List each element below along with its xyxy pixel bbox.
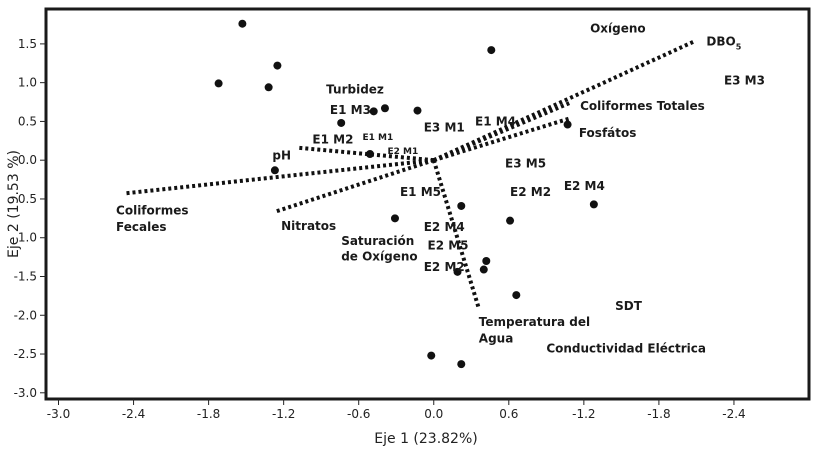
data-point — [482, 256, 491, 265]
annotation-label: E2 M5 — [428, 238, 469, 252]
data-point — [273, 61, 282, 70]
x-tick-label: -1.2 — [272, 407, 295, 421]
annotation-label: E1 M3 — [330, 103, 371, 117]
data-point — [457, 360, 466, 369]
x-tick-label: 0.6 — [499, 407, 518, 421]
y-tick-label: -2.0 — [14, 308, 37, 322]
x-tick-label: -2.4 — [722, 407, 745, 421]
annotation-labels: Oxígeno DBO5 E3 M3 Turbidez E1 M3 Coliformes … — [116, 21, 765, 355]
data-point — [369, 107, 378, 116]
annotation-label: E2 M2 — [510, 185, 551, 199]
loading-vectors — [123, 39, 695, 309]
x-tick-label: -0.6 — [347, 407, 370, 421]
annotation-label: E2 M4 — [424, 220, 465, 234]
annotation-label: Turbidez — [326, 83, 384, 97]
y-axis-title: Eje 2 (19.53 %) — [6, 150, 22, 258]
y-tick-label: 1.0 — [18, 231, 37, 245]
vector-1 — [432, 100, 571, 163]
data-point — [479, 265, 488, 274]
annotation-label: E1 M1 — [362, 133, 393, 143]
data-point — [453, 267, 462, 276]
data-point — [512, 291, 521, 300]
y-tick-label: 1.0 — [18, 76, 37, 90]
data-point — [337, 118, 346, 127]
x-tick-label: -2.4 — [122, 407, 145, 421]
data-point — [487, 46, 496, 55]
x-tick-label: -3.0 — [47, 407, 70, 421]
annotation-label: E3 M3 — [724, 73, 765, 87]
data-point — [589, 200, 598, 209]
annotation-label: E1 M5 — [400, 185, 441, 199]
annotation-label: E3 M1 — [424, 121, 465, 135]
annotation-label: E2 M1 — [387, 147, 418, 157]
annotation-label: E3 M5 — [505, 156, 546, 170]
y-tick-label: 1.5 — [18, 37, 37, 51]
y-tick-label: 0.5 — [18, 114, 37, 128]
x-tick-label: -1.2 — [572, 407, 595, 421]
y-tick-label: -2.5 — [14, 347, 37, 361]
annotation-label: Fecales — [116, 220, 166, 234]
vector-6 — [431, 159, 481, 309]
annotation-label: Nitratos — [281, 219, 336, 233]
x-axis-ticks: -3.0 -2.4 -1.8 -1.2 -0.6 0.0 0.6 -1.2 -1.8 -2.4 — [47, 399, 746, 421]
x-tick-label: -1.8 — [197, 407, 220, 421]
data-point — [380, 104, 389, 113]
x-tick-label: 0.0 — [424, 407, 443, 421]
annotation-label: SDT — [615, 299, 643, 313]
plot-frame — [44, 7, 811, 401]
data-point — [427, 351, 436, 360]
data-point — [563, 120, 572, 129]
data-point — [390, 214, 399, 223]
data-point — [264, 83, 273, 92]
annotation-label: Oxígeno — [590, 21, 646, 35]
annotation-label: E2 M4 — [564, 179, 605, 193]
data-point — [270, 166, 279, 175]
x-axis-title: Eje 1 (23.82%) — [374, 431, 477, 447]
data-point — [506, 216, 515, 225]
vector-3 — [123, 158, 434, 196]
y-axis-ticks: 1.5 1.0 0.5 0.0 0.5 1.0 -1.5 -2.0 -2.5 -3.0 — [14, 37, 46, 400]
y-tick-label: -1.5 — [14, 269, 37, 283]
annotation-label: E1 M4 — [475, 114, 516, 128]
y-tick-label: -3.0 — [14, 386, 37, 400]
data-point — [238, 19, 247, 28]
data-point — [365, 149, 374, 158]
data-point — [457, 201, 466, 210]
annotation-label: pH — [272, 149, 291, 163]
annotation-label: de Oxígeno — [341, 249, 417, 263]
annotation-label: Saturación — [341, 234, 414, 248]
vector-5 — [275, 158, 435, 214]
data-point — [214, 79, 223, 88]
annotation-label: Temperatura del — [479, 315, 590, 329]
annotation-label: Conductividad Eléctrica — [546, 342, 706, 356]
x-tick-label: -1.8 — [647, 407, 670, 421]
annotation-label: Coliformes Totales — [580, 99, 705, 113]
y-tick-label: 0.0 — [18, 153, 37, 167]
data-point — [413, 106, 422, 115]
annotation-label: Coliformes — [116, 204, 188, 218]
annotation-label: E1 M2 — [312, 132, 353, 146]
annotation-label: DBO5 — [706, 35, 741, 52]
data-points — [214, 19, 598, 369]
annotation-label: E2 M2 — [424, 260, 465, 274]
annotation-label: Agua — [479, 332, 514, 346]
y-tick-label: 0.5 — [18, 192, 37, 206]
annotation-label: Fosfátos — [579, 126, 637, 140]
